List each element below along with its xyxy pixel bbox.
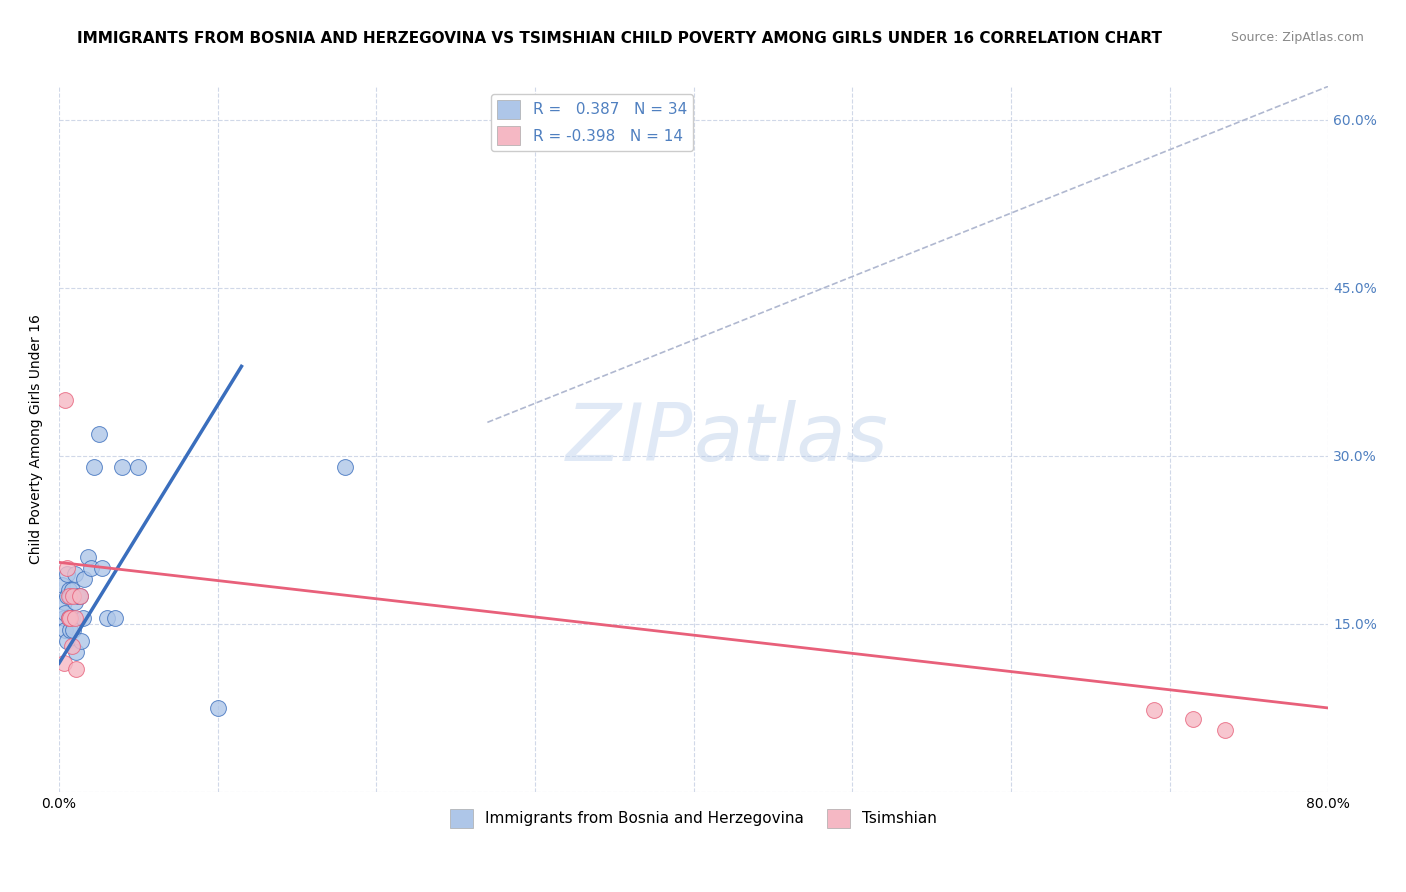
Point <box>62 589 84 603</box>
Point <box>96 611 118 625</box>
Point <box>1182 712 1205 726</box>
Point <box>59 623 82 637</box>
Point <box>58 611 80 625</box>
Point <box>72 611 94 625</box>
Point <box>58 589 80 603</box>
Point <box>103 611 125 625</box>
Point <box>63 566 86 581</box>
Point <box>56 633 79 648</box>
Point <box>59 611 82 625</box>
Point <box>51 578 73 592</box>
Text: ZIP: ZIP <box>567 401 693 478</box>
Point <box>63 611 86 625</box>
Point <box>56 561 79 575</box>
Point <box>58 611 80 625</box>
Point <box>65 645 87 659</box>
Point <box>52 656 75 670</box>
Point <box>69 589 91 603</box>
Point <box>53 606 76 620</box>
Point <box>1213 723 1236 738</box>
Point <box>56 566 79 581</box>
Point <box>76 549 98 564</box>
Point <box>52 611 75 625</box>
Point <box>83 460 105 475</box>
Legend: Immigrants from Bosnia and Herzegovina, Tsimshian: Immigrants from Bosnia and Herzegovina, … <box>444 803 943 834</box>
Text: IMMIGRANTS FROM BOSNIA AND HERZEGOVINA VS TSIMSHIAN CHILD POVERTY AMONG GIRLS UN: IMMIGRANTS FROM BOSNIA AND HERZEGOVINA V… <box>77 31 1163 46</box>
Point <box>63 594 86 608</box>
Point <box>80 561 103 575</box>
Point <box>67 589 90 603</box>
Y-axis label: Child Poverty Among Girls Under 16: Child Poverty Among Girls Under 16 <box>30 314 44 564</box>
Point <box>111 460 134 475</box>
Point <box>69 589 91 603</box>
Text: atlas: atlas <box>693 401 889 478</box>
Point <box>53 392 76 407</box>
Point <box>59 589 82 603</box>
Point <box>207 701 229 715</box>
Point <box>65 662 87 676</box>
Point <box>52 594 75 608</box>
Point <box>62 623 84 637</box>
Point <box>60 611 83 625</box>
Point <box>90 561 112 575</box>
Point <box>333 460 356 475</box>
Point <box>70 633 93 648</box>
Point <box>73 572 96 586</box>
Point <box>56 589 79 603</box>
Point <box>53 623 76 637</box>
Text: Source: ZipAtlas.com: Source: ZipAtlas.com <box>1230 31 1364 45</box>
Point <box>60 583 83 598</box>
Point <box>58 583 80 598</box>
Point <box>1143 703 1166 717</box>
Point <box>60 640 83 654</box>
Point <box>87 426 110 441</box>
Point <box>127 460 149 475</box>
